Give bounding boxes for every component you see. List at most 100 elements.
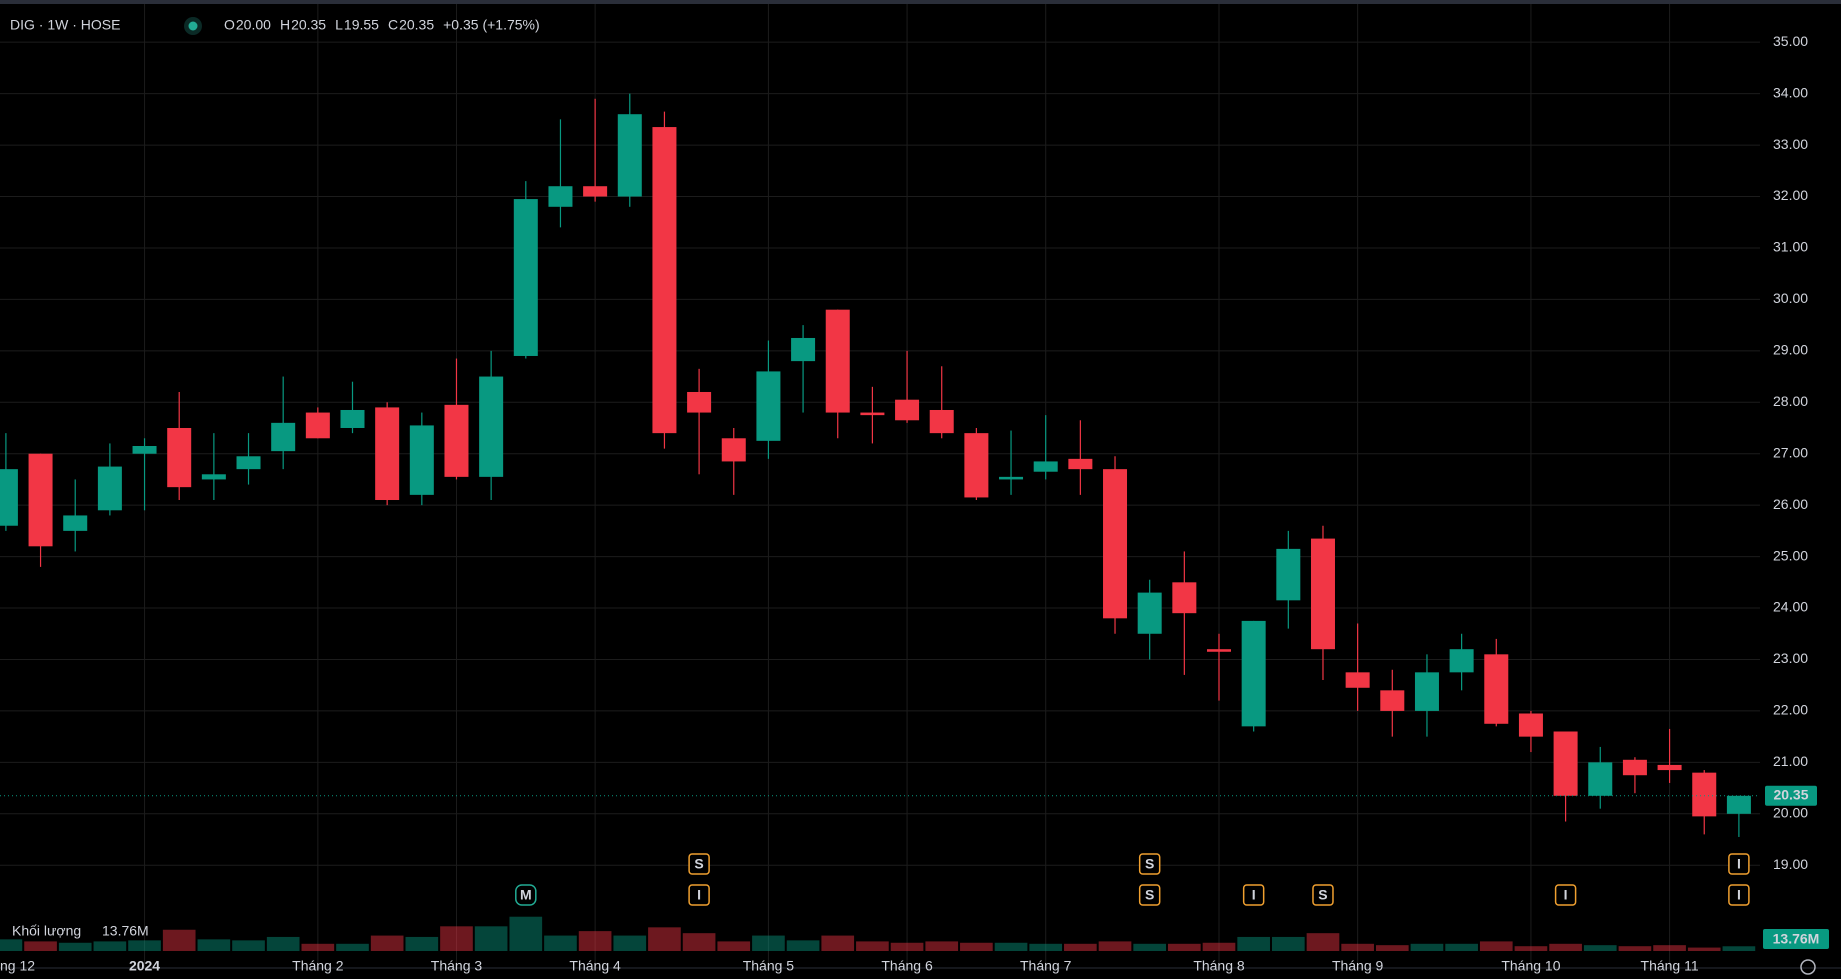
candle-body xyxy=(1172,582,1197,614)
event-badge[interactable] xyxy=(1312,884,1334,906)
y-tick-label: 29.00 xyxy=(1773,342,1808,358)
volume-bar xyxy=(682,933,716,951)
candle-body xyxy=(479,376,504,477)
candle-body xyxy=(895,399,920,421)
candle-body xyxy=(132,445,157,454)
candle-body xyxy=(271,422,296,452)
volume-title: Khối lượng xyxy=(12,923,81,939)
candle-body xyxy=(1345,672,1370,688)
volume-bar xyxy=(162,929,196,951)
event-badge[interactable] xyxy=(1728,853,1750,875)
x-tick-label: Tháng 4 xyxy=(569,958,621,974)
status-dot xyxy=(188,21,198,31)
y-tick-label: 20.00 xyxy=(1773,805,1808,821)
volume-pane xyxy=(0,916,1756,951)
candle-body xyxy=(340,409,365,428)
x-tick-label: Tháng 11 xyxy=(1641,958,1699,974)
volume-bar xyxy=(1687,947,1721,951)
candle-body xyxy=(1622,759,1647,776)
volume-bar xyxy=(1514,946,1548,951)
volume-bar xyxy=(0,939,23,951)
volume-bar xyxy=(370,935,404,951)
event-badge[interactable] xyxy=(1138,853,1161,875)
candle-body xyxy=(756,371,781,441)
event-label: I xyxy=(697,887,701,903)
candle-body xyxy=(1310,538,1335,650)
volume-bar xyxy=(717,941,751,951)
volume-bar xyxy=(301,943,335,951)
x-tick-label: Tháng 9 xyxy=(1332,958,1384,974)
x-tick-label: ng 12 xyxy=(0,958,35,974)
ohlc-key: C xyxy=(388,17,398,33)
candle-body xyxy=(1553,731,1578,796)
candle-body xyxy=(1588,762,1613,796)
event-badge[interactable] xyxy=(1728,884,1750,906)
ohlc-key: L xyxy=(335,17,343,33)
y-tick-label: 31.00 xyxy=(1773,239,1808,255)
candle-body xyxy=(1414,672,1439,711)
candle-body xyxy=(1380,690,1405,711)
volume-bar xyxy=(613,935,647,951)
volume-bar xyxy=(1445,943,1478,951)
candle-body xyxy=(583,186,608,197)
volume-bar xyxy=(405,936,439,951)
candle-body xyxy=(513,199,538,356)
event-label: I xyxy=(1564,887,1568,903)
volume-bar xyxy=(786,940,820,951)
ohlc-key: H xyxy=(280,17,290,33)
candle-body xyxy=(201,474,226,480)
candle-body xyxy=(929,409,954,434)
volume-bar xyxy=(890,942,924,951)
volume-bar xyxy=(648,927,681,951)
volume-bar xyxy=(197,939,231,951)
candle-body xyxy=(964,433,989,498)
volume-tag xyxy=(1763,929,1829,949)
volume-bar xyxy=(232,940,265,951)
symbol[interactable]: DIG · 1W · HOSE xyxy=(10,17,120,33)
volume-bar xyxy=(1271,936,1305,951)
x-tick-label: Tháng 3 xyxy=(431,958,483,974)
candle-body xyxy=(652,127,677,434)
candle-body xyxy=(305,412,330,439)
event-badge[interactable] xyxy=(1554,884,1577,906)
y-tick-label: 27.00 xyxy=(1773,444,1808,460)
volume-bar xyxy=(24,941,57,951)
x-tick-label: Tháng 5 xyxy=(743,958,795,974)
y-tick-label: 30.00 xyxy=(1773,290,1808,306)
y-tick-label: 34.00 xyxy=(1773,84,1808,100)
volume-bar xyxy=(856,941,889,951)
change: +0.35 (+1.75%) xyxy=(443,17,540,33)
event-badge[interactable] xyxy=(1242,884,1265,906)
event-badge[interactable] xyxy=(688,884,710,906)
event-badge[interactable] xyxy=(515,884,537,906)
event-label: S xyxy=(694,856,703,872)
y-tick-label: 22.00 xyxy=(1773,702,1808,718)
ohlc-key: O xyxy=(224,17,235,33)
candle-body xyxy=(1657,764,1682,771)
volume-bar xyxy=(1202,942,1236,951)
settings-icon[interactable] xyxy=(1800,959,1816,975)
ohlc-value: 20.35 xyxy=(291,17,326,33)
event-badge[interactable] xyxy=(1138,884,1161,906)
candle-body xyxy=(1207,649,1231,652)
volume-bar xyxy=(440,926,473,951)
y-tick-label: 33.00 xyxy=(1773,136,1808,152)
volume-bar xyxy=(128,940,161,951)
volume-bar xyxy=(1341,943,1374,951)
volume-bar xyxy=(509,916,543,951)
candle-body xyxy=(1137,592,1162,634)
legend[interactable]: DIG · 1W · HOSE O 20.00 H 20.35 L 19.55 C 20.35 +… xyxy=(10,17,540,35)
volume-bar xyxy=(58,942,92,951)
candles xyxy=(0,93,1751,837)
candle-body xyxy=(1241,620,1266,727)
volume-bar xyxy=(1479,941,1513,951)
y-tick-label: 26.00 xyxy=(1773,496,1808,512)
event-badge[interactable] xyxy=(688,853,710,875)
volume-bar xyxy=(821,935,855,951)
ohlc-value: 19.55 xyxy=(344,17,379,33)
y-tick-label: 25.00 xyxy=(1773,547,1808,563)
candle-body xyxy=(1276,548,1301,601)
candle-body xyxy=(1692,772,1717,817)
